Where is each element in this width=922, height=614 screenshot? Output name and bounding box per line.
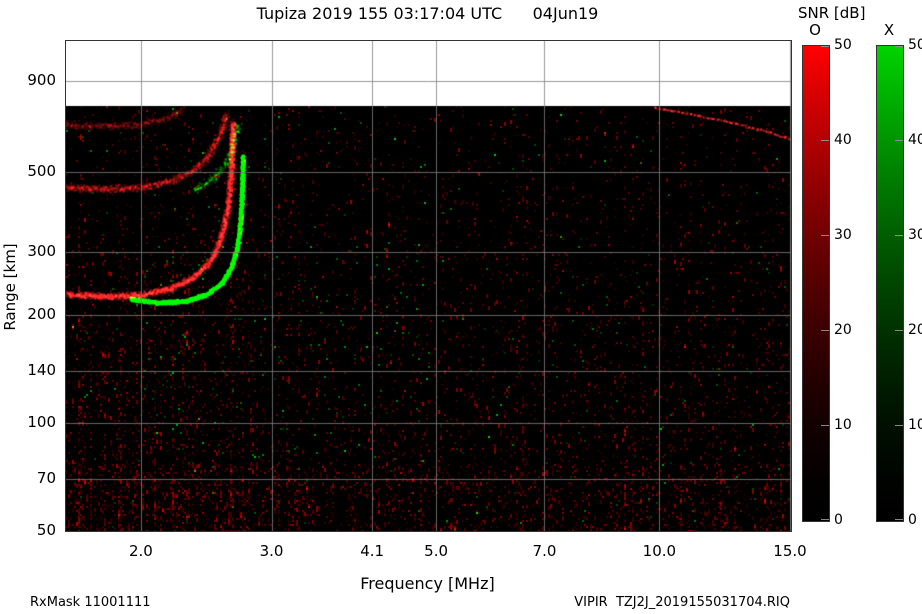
y-tick-label: 200	[27, 304, 56, 323]
colorbar-tick-label: 40	[908, 132, 922, 148]
ionogram-canvas	[65, 40, 792, 532]
colorbar-tick-label: 30	[834, 227, 852, 243]
colorbar-tick-mark	[821, 46, 829, 47]
colorbar-tick-mark	[821, 330, 829, 331]
colorbar-tick-mark	[821, 235, 829, 236]
colorbar-tick-label: 20	[908, 322, 922, 338]
x-tick-label: 15.0	[773, 542, 807, 560]
x-axis-title: Frequency [MHz]	[360, 574, 495, 593]
colorbar-tick-mark	[821, 140, 829, 141]
rxmask-status-text: RxMask 11001111	[30, 595, 151, 610]
y-tick-label: 500	[27, 162, 56, 181]
colorbar-tick-label: 20	[834, 322, 852, 338]
x-mode-colorbar	[876, 45, 904, 522]
colorbar-tick-label: 50	[834, 37, 852, 53]
colorbar-tick-mark	[821, 425, 829, 426]
colorbar-tick-mark	[821, 519, 829, 520]
y-tick-label: 70	[36, 468, 56, 487]
colorbar-tick-label: 0	[908, 512, 917, 528]
colorbar-tick-mark	[895, 140, 903, 141]
data-file-name-text: VIPIR TZJ2J_2019155031704.RIQ	[574, 595, 790, 610]
y-tick-label: 50	[36, 521, 56, 539]
y-tick-label: 100	[27, 412, 56, 431]
colorbar-tick-mark	[895, 46, 903, 47]
x-tick-label: 3.0	[259, 542, 284, 560]
y-tick-label: 300	[27, 241, 56, 260]
colorbar-tick-label: 50	[908, 37, 922, 53]
colorbar-tick-label: 10	[834, 417, 852, 433]
colorbar-tick-label: 10	[908, 417, 922, 433]
x-tick-label: 4.1	[360, 542, 385, 560]
x-tick-label: 7.0	[532, 542, 557, 560]
colorbar-tick-mark	[895, 425, 903, 426]
x-mode-colorbar-label: X	[883, 21, 895, 39]
x-tick-label: 10.0	[642, 542, 677, 560]
x-tick-label: 2.0	[128, 542, 153, 560]
o-mode-colorbar	[802, 45, 830, 522]
x-tick-label: 5.0	[424, 542, 449, 560]
o-mode-colorbar-label: O	[809, 21, 821, 39]
colorbar-tick-mark	[895, 330, 903, 331]
colorbar-tick-mark	[895, 235, 903, 236]
y-tick-label: 140	[27, 360, 56, 379]
plot-title: Tupiza 2019 155 03:17:04 UTC 04Jun19	[256, 4, 599, 23]
colorbar-title: SNR [dB]	[798, 4, 866, 22]
colorbar-tick-label: 40	[834, 132, 852, 148]
colorbar-tick-label: 30	[908, 227, 922, 243]
colorbar-tick-mark	[895, 519, 903, 520]
colorbar-tick-label: 0	[834, 512, 843, 528]
y-tick-label: 900	[27, 70, 56, 89]
